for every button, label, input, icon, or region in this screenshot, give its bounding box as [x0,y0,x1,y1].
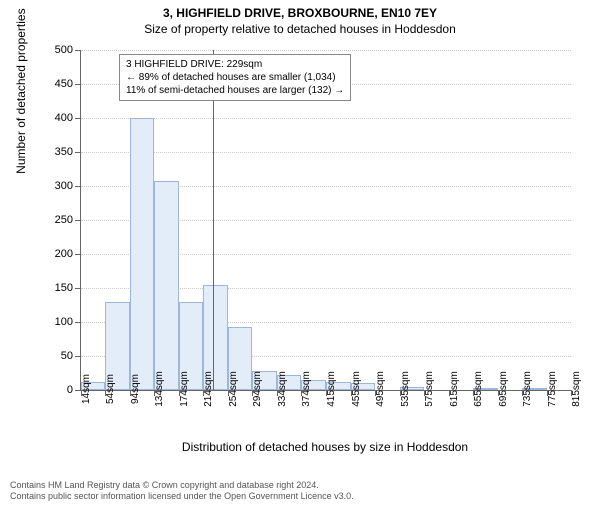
callout-box: 3 HIGHFIELD DRIVE: 229sqm ← 89% of detac… [119,54,351,101]
y-tick-label: 350 [55,146,73,158]
x-tick-label: 815sqm [571,371,582,407]
y-tick [75,84,81,85]
y-tick [75,356,81,357]
y-tick [75,220,81,221]
x-tick-label: 575sqm [424,371,435,407]
y-tick-label: 100 [55,316,73,328]
y-tick-label: 150 [55,282,73,294]
callout-line-3: 11% of semi-detached houses are larger (… [126,84,344,97]
grid-line [81,152,571,153]
y-tick-label: 0 [67,384,73,396]
footer-line-1: Contains HM Land Registry data © Crown c… [10,480,590,491]
x-tick-label: 655sqm [473,371,484,407]
page-title: 3, HIGHFIELD DRIVE, BROXBOURNE, EN10 7EY [0,6,600,20]
y-tick [75,118,81,119]
x-tick-label: 535sqm [400,371,411,407]
y-axis-title: Number of detached properties [14,8,28,173]
x-tick-label: 334sqm [277,371,288,407]
x-tick-label: 54sqm [105,374,116,404]
chart-container: Number of detached properties 0501001502… [50,50,580,430]
footer-line-2: Contains public sector information licen… [10,491,590,502]
y-tick [75,254,81,255]
x-tick-label: 695sqm [498,371,509,407]
x-tick-label: 134sqm [154,371,165,407]
callout-line-1: 3 HIGHFIELD DRIVE: 229sqm [126,58,344,71]
y-tick [75,186,81,187]
x-axis-title: Distribution of detached houses by size … [80,440,570,482]
reference-line [213,50,214,390]
y-tick-label: 50 [61,350,73,362]
x-tick-label: 14sqm [81,374,92,404]
y-tick-label: 400 [55,112,73,124]
grid-line [81,50,571,51]
x-tick-label: 735sqm [522,371,533,407]
y-tick-label: 500 [55,44,73,56]
footer: Contains HM Land Registry data © Crown c… [10,480,590,503]
histogram-bar [130,118,154,390]
x-tick-label: 374sqm [301,371,312,407]
grid-line [81,118,571,119]
plot-area: 05010015020025030035040045050014sqm54sqm… [80,50,571,391]
x-tick-label: 455sqm [351,371,362,407]
histogram-bar [154,181,178,390]
y-tick [75,50,81,51]
x-tick-label: 415sqm [326,371,337,407]
y-tick [75,322,81,323]
x-tick-label: 94sqm [130,374,141,404]
x-tick-label: 775sqm [547,371,558,407]
y-tick-label: 200 [55,248,73,260]
x-tick-label: 254sqm [228,371,239,407]
x-tick-label: 174sqm [179,371,190,407]
y-tick-label: 250 [55,214,73,226]
page-subtitle: Size of property relative to detached ho… [0,22,600,36]
x-tick-label: 294sqm [252,371,263,407]
callout-line-2: ← 89% of detached houses are smaller (1,… [126,71,344,84]
x-tick-label: 615sqm [449,371,460,407]
x-tick-label: 495sqm [375,371,386,407]
y-tick-label: 450 [55,78,73,90]
y-tick-label: 300 [55,180,73,192]
y-tick [75,152,81,153]
y-tick [75,288,81,289]
